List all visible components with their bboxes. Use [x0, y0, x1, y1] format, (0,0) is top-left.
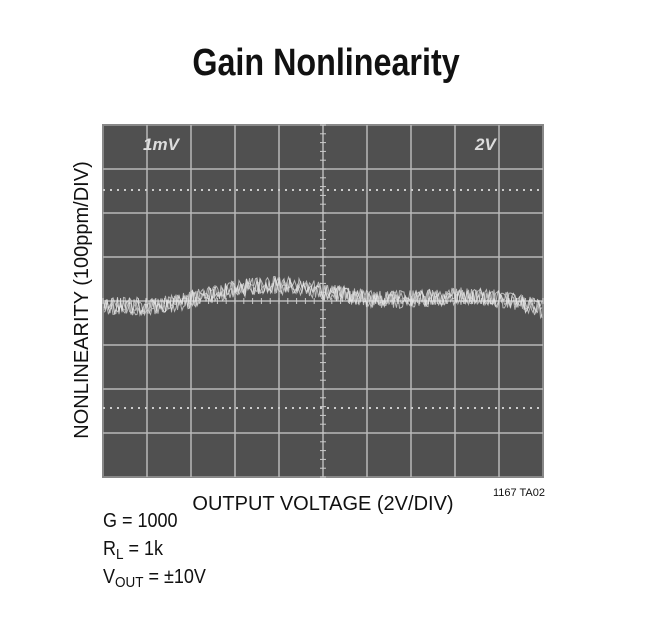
y-axis-label: NONLINEARITY (100ppm/DIV)	[71, 161, 93, 439]
condition-subscript: OUT	[115, 574, 144, 591]
condition-text: V	[103, 566, 116, 588]
figure-id: 1167 TA02	[493, 487, 545, 499]
condition: G = 1000	[103, 510, 178, 533]
title: Gain Nonlinearity	[192, 42, 460, 84]
condition-text: G = 1000	[103, 510, 178, 532]
condition-text: = 1k	[123, 538, 164, 560]
channel-label: 1mV	[143, 135, 181, 154]
condition-subscript: L	[116, 546, 124, 563]
condition: VOUT = ±10V	[103, 566, 206, 591]
channel-label: 2V	[474, 135, 497, 154]
trace-line	[103, 277, 543, 316]
condition-text: R	[103, 538, 117, 560]
trace	[103, 275, 543, 320]
condition: RL = 1k	[103, 538, 163, 563]
x-axis-label: OUTPUT VOLTAGE (2V/DIV)	[192, 493, 453, 515]
condition-text: = ±10V	[143, 566, 206, 588]
